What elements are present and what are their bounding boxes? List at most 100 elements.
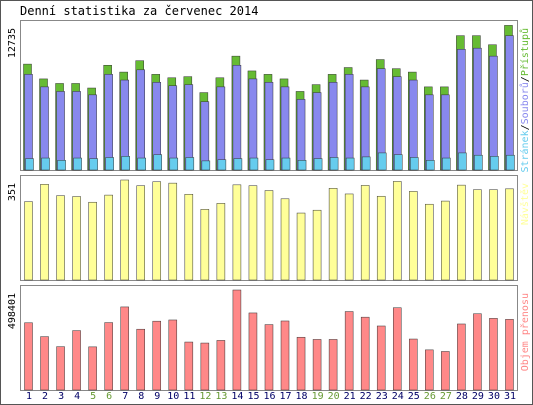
bar-volume — [104, 322, 113, 391]
bar-volume — [264, 324, 274, 391]
bar-visits — [136, 185, 145, 281]
day-label: 10 — [167, 391, 179, 402]
day-label: 31 — [504, 391, 516, 402]
bar-volume — [200, 342, 210, 391]
bar-pages — [313, 158, 323, 171]
bar-visits — [104, 194, 113, 281]
bar-visits — [120, 179, 129, 281]
day-label: 11 — [183, 391, 195, 402]
bar-visits — [312, 209, 322, 281]
legend-item: Přístupů — [519, 28, 531, 76]
bar-pages — [105, 157, 114, 171]
day-label: 25 — [408, 391, 420, 402]
bar-volume — [360, 316, 370, 391]
bar-pages — [426, 160, 435, 171]
bar-files — [216, 86, 226, 171]
bar-visits — [489, 189, 498, 281]
bar-pages — [169, 157, 179, 171]
day-label: 3 — [58, 391, 64, 402]
panel-2-legend: Návštěv — [519, 183, 531, 225]
day-label: 5 — [90, 391, 96, 402]
bar-volume — [505, 319, 514, 391]
bar-files — [104, 74, 113, 171]
bar-volume — [344, 311, 354, 391]
bar-pages — [329, 157, 339, 171]
day-label: 27 — [440, 391, 452, 402]
bar-volume — [72, 330, 81, 391]
bar-visits — [24, 201, 33, 281]
day-label: 9 — [154, 391, 160, 402]
day-label: 2 — [42, 391, 48, 402]
day-label: 26 — [424, 391, 436, 402]
bar-volume — [216, 340, 226, 391]
day-label: 1 — [26, 391, 32, 402]
bar-files — [280, 86, 290, 171]
legend-item: Stránek — [519, 130, 531, 172]
bar-files — [264, 82, 274, 171]
bar-pages — [41, 157, 50, 171]
bar-visits — [88, 201, 97, 281]
bar-visits — [232, 184, 242, 281]
day-label: 13 — [215, 391, 227, 402]
day-label: 28 — [456, 391, 468, 402]
bar-volume — [392, 307, 402, 391]
panel-1-frame — [20, 20, 518, 171]
day-label: 17 — [280, 391, 292, 402]
bar-pages — [281, 157, 291, 171]
day-label: 12 — [199, 391, 211, 402]
bar-volume — [184, 341, 194, 391]
bar-visits — [360, 185, 370, 281]
bar-pages — [217, 159, 227, 171]
bar-visits — [280, 198, 290, 281]
bar-files — [505, 35, 514, 171]
bar-visits — [40, 184, 49, 281]
panel-1-legend: Stránek/Souborů/Přístupů — [519, 28, 531, 173]
bar-files — [296, 99, 306, 171]
bar-volume — [88, 346, 97, 391]
bar-volume — [409, 338, 418, 391]
bar-pages — [201, 160, 211, 171]
bar-visits — [152, 181, 162, 281]
bar-visits — [248, 185, 258, 281]
bar-volume — [425, 349, 434, 391]
bar-pages — [265, 159, 275, 171]
bar-visits — [441, 200, 450, 281]
bar-files — [232, 64, 242, 171]
bar-visits — [376, 195, 386, 281]
day-label: 22 — [360, 391, 372, 402]
bar-pages — [297, 160, 307, 171]
bar-visits — [392, 181, 402, 281]
chart-title: Denní statistika za červenec 2014 — [20, 4, 258, 18]
day-label: 4 — [74, 391, 80, 402]
bar-visits — [344, 193, 354, 281]
day-label: 8 — [138, 391, 144, 402]
bar-files — [56, 91, 65, 171]
bar-pages — [458, 152, 467, 171]
bar-volume — [473, 313, 482, 391]
bar-pages — [393, 154, 403, 171]
bar-pages — [57, 160, 66, 171]
day-label: 20 — [328, 391, 340, 402]
bar-volume — [120, 306, 129, 391]
day-label: 21 — [344, 391, 356, 402]
day-label: 16 — [263, 391, 275, 402]
bar-visits — [409, 191, 418, 281]
bar-pages — [137, 157, 146, 171]
bar-pages — [474, 154, 483, 171]
bar-pages — [410, 157, 419, 171]
bar-volume — [136, 328, 145, 391]
panel-2-ymax-label: 351 — [7, 183, 18, 201]
bar-visits — [200, 209, 210, 281]
day-label: 7 — [122, 391, 128, 402]
day-label: 14 — [231, 391, 243, 402]
bar-pages — [25, 158, 34, 171]
bar-files — [168, 85, 178, 171]
bar-visits — [473, 189, 482, 281]
bar-pages — [506, 154, 515, 171]
bar-volume — [489, 318, 498, 391]
panel-2-frame — [20, 175, 518, 281]
day-label: 18 — [296, 391, 308, 402]
bar-files — [248, 78, 258, 171]
